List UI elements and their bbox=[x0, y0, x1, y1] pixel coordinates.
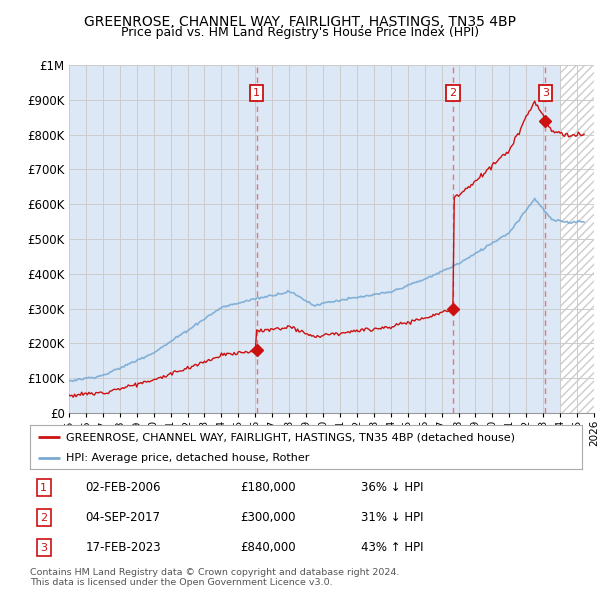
Bar bbox=[560, 65, 594, 413]
Text: 3: 3 bbox=[542, 88, 549, 98]
Text: Contains HM Land Registry data © Crown copyright and database right 2024.
This d: Contains HM Land Registry data © Crown c… bbox=[30, 568, 400, 587]
Text: Price paid vs. HM Land Registry's House Price Index (HPI): Price paid vs. HM Land Registry's House … bbox=[121, 26, 479, 39]
Text: 36% ↓ HPI: 36% ↓ HPI bbox=[361, 481, 424, 494]
Text: 1: 1 bbox=[40, 483, 47, 493]
Text: GREENROSE, CHANNEL WAY, FAIRLIGHT, HASTINGS, TN35 4BP (detached house): GREENROSE, CHANNEL WAY, FAIRLIGHT, HASTI… bbox=[66, 432, 515, 442]
Text: 1: 1 bbox=[253, 88, 260, 98]
Bar bbox=[560, 65, 594, 413]
Text: 2: 2 bbox=[40, 513, 47, 523]
Text: £840,000: £840,000 bbox=[240, 542, 295, 555]
Text: 2: 2 bbox=[449, 88, 457, 98]
Text: HPI: Average price, detached house, Rother: HPI: Average price, detached house, Roth… bbox=[66, 453, 309, 463]
Text: £300,000: £300,000 bbox=[240, 511, 295, 525]
Text: £180,000: £180,000 bbox=[240, 481, 295, 494]
Text: 02-FEB-2006: 02-FEB-2006 bbox=[85, 481, 161, 494]
Text: 31% ↓ HPI: 31% ↓ HPI bbox=[361, 511, 424, 525]
Text: 43% ↑ HPI: 43% ↑ HPI bbox=[361, 542, 424, 555]
Text: GREENROSE, CHANNEL WAY, FAIRLIGHT, HASTINGS, TN35 4BP: GREENROSE, CHANNEL WAY, FAIRLIGHT, HASTI… bbox=[84, 15, 516, 29]
Text: 04-SEP-2017: 04-SEP-2017 bbox=[85, 511, 160, 525]
Text: 17-FEB-2023: 17-FEB-2023 bbox=[85, 542, 161, 555]
Text: 3: 3 bbox=[40, 543, 47, 553]
